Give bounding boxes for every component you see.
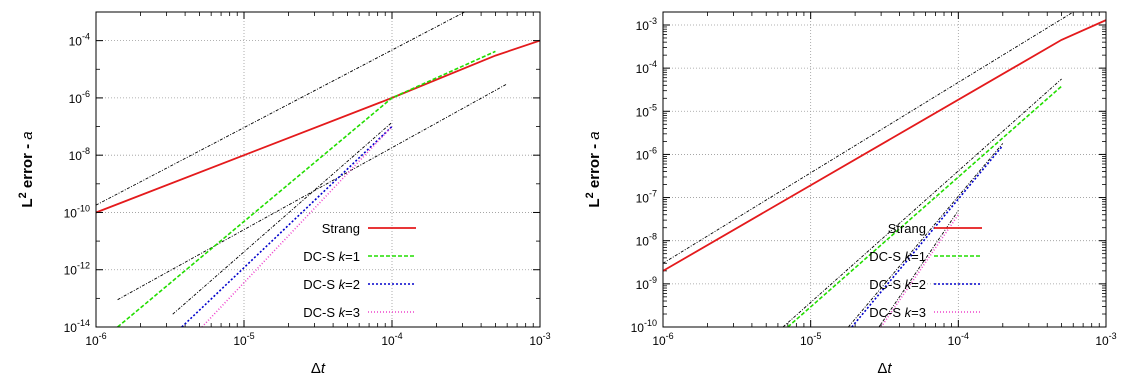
ticks: 10-6 10-5 10-4 10-3 10-3 10-4 10-5 10-6 10-7 10-8… — [631, 12, 1117, 348]
legend-label-strang: Strang — [888, 221, 926, 236]
reference-line — [117, 83, 508, 301]
reference-line — [96, 12, 466, 206]
y-tick-label: 10-10 — [64, 203, 90, 220]
minor-ticks — [96, 12, 540, 327]
legend-label-dcs-k1: DC-S k=1 — [869, 249, 926, 264]
series-line-dcs-k2 — [181, 125, 393, 327]
series-line-strang — [96, 39, 540, 214]
x-axis-title: Δt — [311, 360, 326, 377]
y-tick-label: 10-3 — [636, 16, 657, 33]
y-axis-title: L2 error - a — [17, 131, 36, 207]
chart-panel-2: 10-6 10-5 10-4 10-3 10-3 10-4 10-5 10-6 10-7 10-8… — [584, 11, 1117, 377]
chart-panel-1: 10-6 10-5 10-4 10-3 10-4 10-6 10-8 10-10 10-12 10… — [17, 11, 551, 377]
reference-line — [848, 143, 1004, 327]
x-tick-label: 10-6 — [652, 331, 673, 348]
x-tick-label: 10-4 — [948, 331, 969, 348]
x-tick-label: 10-5 — [233, 331, 254, 348]
series-line-dcs-k3 — [201, 125, 393, 327]
x-tick-label: 10-3 — [529, 331, 550, 348]
plot-frame — [95, 11, 541, 328]
series — [96, 39, 540, 327]
reference-line — [878, 210, 959, 327]
legend-label-dcs-k3: DC-S k=3 — [303, 305, 360, 320]
y-tick-label: 10-8 — [636, 232, 657, 249]
series-line-dcs-k1 — [787, 85, 1063, 327]
legend-label-dcs-k2: DC-S k=2 — [303, 277, 360, 292]
ticks: 10-6 10-5 10-4 10-3 10-4 10-6 10-8 10-10 10-12 10… — [64, 12, 551, 348]
x-tick-label: 10-5 — [800, 331, 821, 348]
plot-frame — [662, 11, 1107, 328]
x-axis-title: Δt — [877, 360, 892, 377]
legend: Strang DC-S k=1 DC-S k=2 DC-S k=3 — [869, 221, 982, 320]
y-tick-label: 10-10 — [631, 318, 657, 335]
y-tick-label: 10-5 — [636, 102, 657, 119]
x-tick-label: 10-4 — [381, 331, 402, 348]
reference-line — [663, 12, 1074, 264]
y-tick-label: 10-6 — [69, 89, 90, 106]
reference-line — [782, 78, 1062, 327]
x-tick-label: 10-3 — [1095, 331, 1116, 348]
y-tick-label: 10-7 — [636, 189, 657, 206]
legend-label-strang: Strang — [322, 221, 360, 236]
x-tick-label: 10-6 — [85, 331, 106, 348]
series-line-dcs-k1 — [117, 50, 496, 327]
series-line-strang — [663, 19, 1106, 272]
y-tick-label: 10-14 — [64, 318, 90, 335]
y-tick-label: 10-12 — [64, 261, 90, 278]
series-line-dcs-k2 — [851, 145, 1004, 327]
y-tick-label: 10-8 — [69, 146, 90, 163]
y-axis-title: L2 error - a — [584, 131, 603, 207]
y-tick-label: 10-4 — [636, 59, 657, 76]
legend-label-dcs-k3: DC-S k=3 — [869, 305, 926, 320]
legend: Strang DC-S k=1 DC-S k=2 DC-S k=3 — [303, 221, 416, 320]
y-tick-label: 10-4 — [69, 32, 90, 49]
legend-label-dcs-k1: DC-S k=1 — [303, 249, 360, 264]
grid — [96, 12, 540, 327]
reference-lines — [96, 12, 508, 315]
reference-line — [172, 122, 393, 315]
legend-label-dcs-k2: DC-S k=2 — [869, 277, 926, 292]
reference-lines — [663, 12, 1074, 327]
y-tick-label: 10-6 — [636, 145, 657, 162]
series — [663, 19, 1106, 327]
y-tick-label: 10-9 — [636, 275, 657, 292]
